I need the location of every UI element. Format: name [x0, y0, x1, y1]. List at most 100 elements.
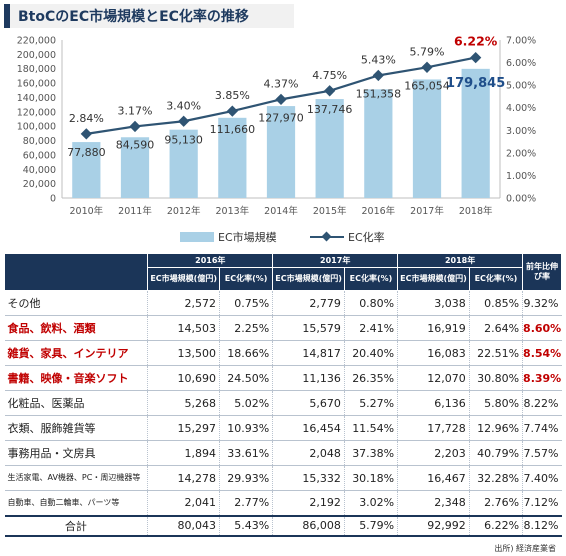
subheader-rate: EC化率(%) — [468, 267, 524, 291]
line-point-ec-rate — [80, 128, 92, 140]
bar-ec-market — [364, 89, 393, 198]
legend-item-bar: EC市場規模 — [180, 228, 277, 246]
growth-cell: 7.57% — [522, 440, 562, 466]
value-cell: 11,136 — [272, 365, 345, 391]
value-cell: 2,192 — [272, 490, 345, 516]
y-left-tick-label: 40,000 — [23, 165, 56, 176]
value-cell: 16,467 — [397, 465, 470, 491]
bar-ec-market — [266, 106, 296, 198]
bar-ec-market — [461, 68, 490, 198]
rate-cell: 5.80% — [468, 390, 523, 416]
y-left-tick-label: 100,000 — [17, 122, 56, 133]
y-left-tick-label: 20,000 — [23, 179, 56, 190]
legend-bar-label: EC市場規模 — [218, 231, 277, 244]
rate-cell: 37.38% — [343, 440, 398, 466]
legend-line-label: EC化率 — [348, 231, 385, 244]
rate-cell: 20.40% — [343, 340, 398, 366]
growth-cell: 8.39% — [522, 365, 562, 391]
rate-cell: 32.28% — [468, 465, 523, 491]
value-cell: 2,779 — [272, 290, 345, 316]
bar-ec-market — [169, 129, 198, 198]
header-year-2016: 2016年 — [147, 253, 274, 268]
x-tick-label: 2017年 — [410, 205, 444, 217]
chart-legend: EC市場規模 EC化率 — [180, 228, 440, 246]
table-row: 生活家電、AV機器、PC・周辺機器等 14,278 29.93% 15,332 30.1… — [4, 465, 562, 491]
rate-cell: 33.61% — [218, 440, 273, 466]
y-left-tick-label: 180,000 — [17, 64, 56, 75]
value-cell: 16,454 — [272, 415, 345, 441]
table-row: 自動車、自動二輪車、パーツ等 2,041 2.77% 2,192 3.02% 2,348 2… — [4, 490, 562, 516]
y-right-tick-label: 0.00% — [506, 194, 536, 205]
y-right-tick-label: 3.00% — [506, 126, 536, 137]
bar-ec-market — [218, 117, 247, 198]
value-cell: 1,894 — [147, 440, 220, 466]
y-right-tick-label: 7.00% — [506, 36, 536, 47]
value-cell: 2,348 — [397, 490, 470, 516]
subheader-value: EC市場規模(億円) — [272, 267, 345, 291]
bar-ec-market — [120, 137, 150, 198]
x-tick-label: 2016年 — [361, 205, 395, 217]
value-cell: 2,041 — [147, 490, 220, 516]
line-point-ec-rate — [178, 115, 190, 127]
value-cell: 14,817 — [272, 340, 345, 366]
legend-line-swatch — [310, 232, 344, 242]
line-data-label: 4.75% — [312, 69, 347, 82]
title-bar: BtoCのEC市場規模とEC化率の推移 — [4, 4, 294, 28]
rate-cell: 40.79% — [468, 440, 523, 466]
bar-data-label: 165,054 — [404, 79, 450, 92]
x-tick-label: 2010年 — [69, 205, 103, 217]
line-point-ec-rate — [275, 93, 287, 106]
page-title: BtoCのEC市場規模とEC化率の推移 — [18, 9, 249, 25]
y-right-tick-label: 5.00% — [506, 81, 536, 92]
value-cell: 15,297 — [147, 415, 220, 441]
line-point-ec-rate — [129, 120, 141, 133]
growth-cell: 8.12% — [522, 514, 562, 537]
value-cell: 14,278 — [147, 465, 220, 491]
value-cell: 14,503 — [147, 315, 220, 341]
y-left-tick-label: 0 — [50, 194, 56, 205]
table-row: 事務用品・文房具 1,894 33.61% 2,048 37.38% 2,203 40.79… — [4, 440, 562, 466]
y-left-tick-label: 200,000 — [17, 50, 56, 61]
value-cell: 15,332 — [272, 465, 345, 491]
category-cell: 化粧品、医薬品 — [4, 390, 148, 416]
table-row: 化粧品、医薬品 5,268 5.02% 5,670 5.27% 6,136 5.80% 8.2… — [4, 390, 562, 416]
line-data-label: 3.85% — [215, 89, 250, 102]
category-cell: 衣類、服飾雑貨等 — [4, 415, 148, 441]
y-left-tick-label: 140,000 — [17, 93, 56, 104]
y-left-tick-label: 220,000 — [17, 36, 56, 47]
bar-ec-market — [315, 99, 344, 198]
growth-cell: 7.40% — [522, 465, 562, 491]
value-cell: 5,268 — [147, 390, 220, 416]
rate-cell: 10.93% — [218, 415, 273, 441]
rate-cell: 0.75% — [218, 290, 273, 316]
table-row: その他 2,572 0.75% 2,779 0.80% 3,038 0.85% 9.32% — [4, 290, 562, 316]
bar-data-label: 137,746 — [307, 103, 353, 116]
bar-data-label: 111,660 — [210, 123, 256, 136]
rate-cell: 0.85% — [468, 290, 523, 316]
rate-cell: 30.80% — [468, 365, 523, 391]
table-row: 書籍、映像・音楽ソフト 10,690 24.50% 11,136 26.35% 12,07… — [4, 365, 562, 391]
value-cell: 2,203 — [397, 440, 470, 466]
header-year-2018: 2018年 — [397, 253, 524, 268]
value-cell: 13,500 — [147, 340, 220, 366]
bar-data-label: 77,880 — [67, 146, 106, 159]
category-cell: 食品、飲料、酒類 — [4, 315, 148, 341]
line-data-label: 4.37% — [264, 77, 299, 90]
y-right-tick-label: 2.00% — [506, 148, 536, 159]
table-row: 雑貨、家具、インテリア 13,500 18.66% 14,817 20.40% 16,08… — [4, 340, 562, 366]
growth-cell: 7.12% — [522, 490, 562, 516]
value-cell: 80,043 — [147, 514, 220, 537]
x-tick-label: 2014年 — [264, 205, 298, 217]
y-right-tick-label: 4.00% — [506, 103, 536, 114]
legend-bar-swatch — [180, 232, 214, 242]
value-cell: 5,670 — [272, 390, 345, 416]
rate-cell: 30.18% — [343, 465, 398, 491]
bar-ec-market — [72, 142, 101, 198]
rate-cell: 0.80% — [343, 290, 398, 316]
y-left-tick-label: 80,000 — [23, 136, 56, 147]
value-cell: 16,083 — [397, 340, 470, 366]
line-point-ec-rate — [226, 105, 238, 117]
x-tick-label: 2013年 — [215, 205, 249, 217]
rate-cell: 2.25% — [218, 315, 273, 341]
line-data-label: 5.43% — [361, 53, 396, 66]
